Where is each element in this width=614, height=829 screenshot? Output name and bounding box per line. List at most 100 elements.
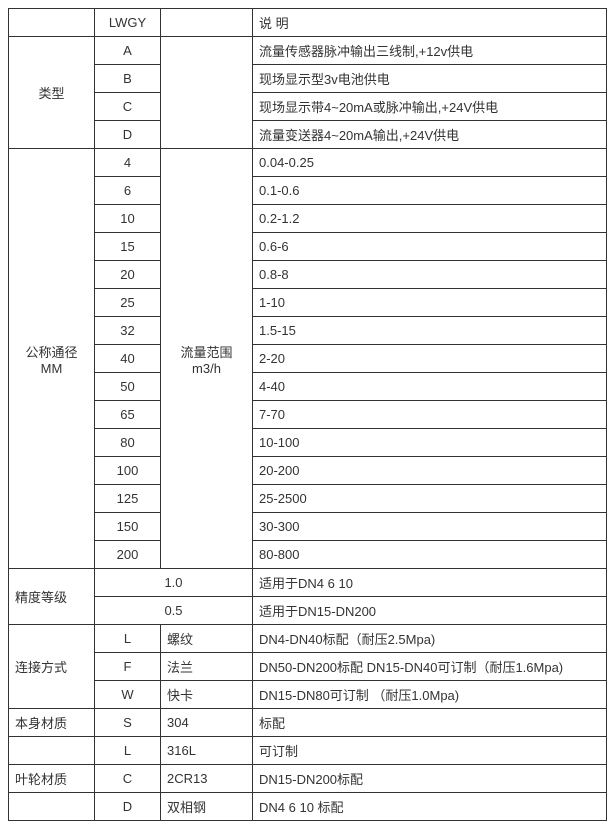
section-label-type: 类型 — [9, 37, 95, 149]
connection-code: W — [95, 681, 161, 709]
diameter-label-1: 公称通径 — [25, 345, 77, 360]
blank-cell — [161, 9, 253, 37]
blank-cell — [9, 793, 95, 821]
type-desc: 现场显示型3v电池供电 — [253, 65, 607, 93]
table-row: 32 1.5-15 — [9, 317, 607, 345]
body-material-desc: 标配 — [253, 709, 607, 737]
table-row: 25 1-10 — [9, 289, 607, 317]
table-row: 40 2-20 — [9, 345, 607, 373]
impeller-material-desc: DN15-DN200标配 — [253, 765, 607, 793]
impeller-material-code: C — [95, 765, 161, 793]
type-code: A — [95, 37, 161, 65]
diameter-range: 7-70 — [253, 401, 607, 429]
impeller-material-name: 双相钢 — [161, 793, 253, 821]
diameter-code: 25 — [95, 289, 161, 317]
diameter-code: 65 — [95, 401, 161, 429]
connection-name: 快卡 — [161, 681, 253, 709]
diameter-range: 30-300 — [253, 513, 607, 541]
blank-cell — [161, 37, 253, 149]
accuracy-desc: 适用于DN4 6 10 — [253, 569, 607, 597]
table-row: 15 0.6-6 — [9, 233, 607, 261]
body-material-name: 304 — [161, 709, 253, 737]
accuracy-code: 1.0 — [95, 569, 253, 597]
diameter-range: 1.5-15 — [253, 317, 607, 345]
table-row: 504-40 — [9, 373, 607, 401]
table-row: 65 7-70 — [9, 401, 607, 429]
section-label-diameter: 公称通径 MM — [9, 149, 95, 569]
body-material-code: S — [95, 709, 161, 737]
diameter-range: 2-20 — [253, 345, 607, 373]
section-label-impeller-material: 叶轮材质 — [9, 765, 95, 793]
type-desc: 流量传感器脉冲输出三线制,+12v供电 — [253, 37, 607, 65]
connection-name: 螺纹 — [161, 625, 253, 653]
section-label-connection: 连接方式 — [9, 625, 95, 709]
table-row: 80 10-100 — [9, 429, 607, 457]
diameter-code: 6 — [95, 177, 161, 205]
diameter-range: 0.6-6 — [253, 233, 607, 261]
accuracy-code: 0.5 — [95, 597, 253, 625]
table-row: 10 0.2-1.2 — [9, 205, 607, 233]
table-row: 公称通径 MM 4 流量范围 m3/h 0.04-0.25 — [9, 149, 607, 177]
table-row: 10020-200 — [9, 457, 607, 485]
diameter-label-2: MM — [41, 361, 63, 376]
impeller-material-name: 2CR13 — [161, 765, 253, 793]
table-row: 类型 A 流量传感器脉冲输出三线制,+12v供电 — [9, 37, 607, 65]
flow-range-1: 流量范围 — [180, 345, 232, 360]
table-row: B 现场显示型3v电池供电 — [9, 65, 607, 93]
table-row: 叶轮材质 C 2CR13 DN15-DN200标配 — [9, 765, 607, 793]
diameter-code: 10 — [95, 205, 161, 233]
diameter-code: 20 — [95, 261, 161, 289]
type-desc: 流量变送器4~20mA输出,+24V供电 — [253, 121, 607, 149]
table-row: 20 0.8-8 — [9, 261, 607, 289]
diameter-range: 25-2500 — [253, 485, 607, 513]
diameter-range: 10-100 — [253, 429, 607, 457]
table-row: LWGY 说 明 — [9, 9, 607, 37]
section-label-accuracy: 精度等级 — [9, 569, 95, 625]
table-row: 150 30-300 — [9, 513, 607, 541]
diameter-code: 15 — [95, 233, 161, 261]
body-material-desc: 可订制 — [253, 737, 607, 765]
diameter-code: 150 — [95, 513, 161, 541]
diameter-code: 4 — [95, 149, 161, 177]
diameter-range: 20-200 — [253, 457, 607, 485]
spec-table: LWGY 说 明 类型 A 流量传感器脉冲输出三线制,+12v供电 B 现场显示… — [8, 8, 607, 821]
diameter-code: 80 — [95, 429, 161, 457]
type-code: D — [95, 121, 161, 149]
type-code: C — [95, 93, 161, 121]
flow-range-2: m3/h — [192, 361, 221, 376]
table-row: F 法兰 DN50-DN200标配 DN15-DN40可订制（耐压1.6Mpa) — [9, 653, 607, 681]
impeller-material-desc: DN4 6 10 标配 — [253, 793, 607, 821]
connection-desc: DN4-DN40标配（耐压2.5Mpa) — [253, 625, 607, 653]
table-row: 0.5 适用于DN15-DN200 — [9, 597, 607, 625]
connection-desc: DN50-DN200标配 DN15-DN40可订制（耐压1.6Mpa) — [253, 653, 607, 681]
table-row: C 现场显示带4~20mA或脉冲输出,+24V供电 — [9, 93, 607, 121]
table-row: 6 0.1-0.6 — [9, 177, 607, 205]
type-code: B — [95, 65, 161, 93]
table-row: D 双相钢 DN4 6 10 标配 — [9, 793, 607, 821]
connection-name: 法兰 — [161, 653, 253, 681]
table-row: 20080-800 — [9, 541, 607, 569]
diameter-range: 0.1-0.6 — [253, 177, 607, 205]
diameter-range: 4-40 — [253, 373, 607, 401]
type-desc: 现场显示带4~20mA或脉冲输出,+24V供电 — [253, 93, 607, 121]
connection-desc: DN15-DN80可订制 （耐压1.0Mpa) — [253, 681, 607, 709]
blank-cell — [9, 737, 95, 765]
connection-code: F — [95, 653, 161, 681]
table-row: D 流量变送器4~20mA输出,+24V供电 — [9, 121, 607, 149]
diameter-code: 200 — [95, 541, 161, 569]
connection-code: L — [95, 625, 161, 653]
table-row: 连接方式 L 螺纹 DN4-DN40标配（耐压2.5Mpa) — [9, 625, 607, 653]
diameter-range: 0.8-8 — [253, 261, 607, 289]
diameter-code: 32 — [95, 317, 161, 345]
table-row: W 快卡 DN15-DN80可订制 （耐压1.0Mpa) — [9, 681, 607, 709]
diameter-range: 1-10 — [253, 289, 607, 317]
diameter-code: 40 — [95, 345, 161, 373]
diameter-range: 0.04-0.25 — [253, 149, 607, 177]
blank-cell — [9, 9, 95, 37]
diameter-range: 0.2-1.2 — [253, 205, 607, 233]
flow-range-label: 流量范围 m3/h — [161, 149, 253, 569]
diameter-code: 125 — [95, 485, 161, 513]
table-row: 精度等级 1.0 适用于DN4 6 10 — [9, 569, 607, 597]
accuracy-desc: 适用于DN15-DN200 — [253, 597, 607, 625]
table-row: L 316L 可订制 — [9, 737, 607, 765]
